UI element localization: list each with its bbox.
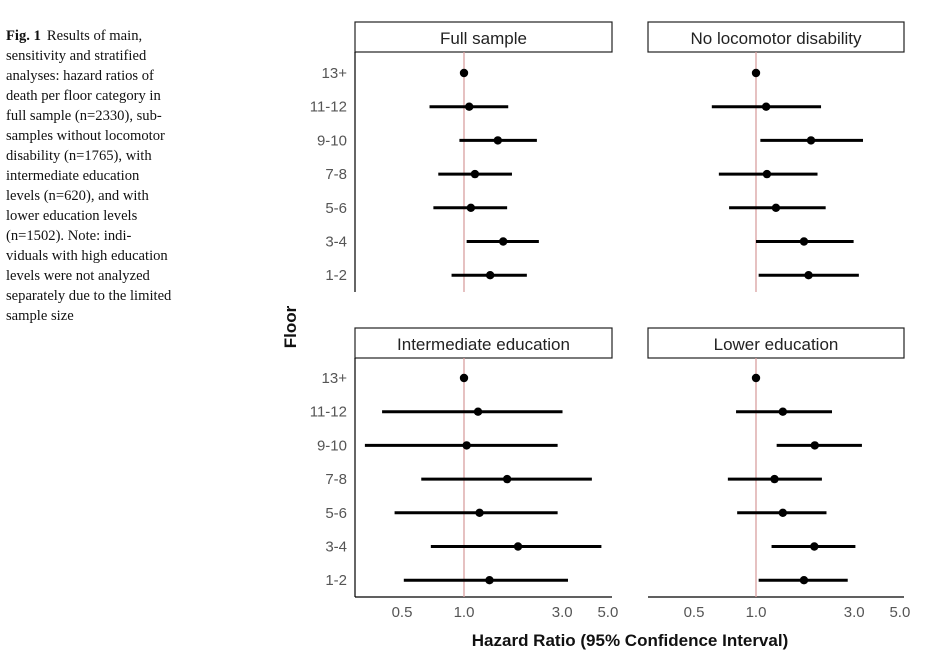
caption-line: sensitivity and stratified — [6, 48, 147, 64]
caption-line: viduals with high education — [6, 248, 168, 264]
panel-strip — [647, 327, 905, 359]
y-tick-label: 13+ — [322, 370, 348, 387]
point-estimate — [475, 508, 484, 517]
point-estimate — [799, 237, 809, 246]
y-tick-label: 5-6 — [325, 200, 347, 217]
point-estimate — [513, 542, 523, 551]
point-estimate — [459, 68, 469, 78]
caption-line: analyses: hazard ratios of — [6, 68, 154, 84]
point-estimate — [751, 373, 761, 383]
panel-title: Lower education — [714, 335, 839, 354]
panel-strip — [354, 21, 613, 53]
point-estimate — [804, 271, 813, 280]
y-tick-label: 3-4 — [325, 234, 347, 251]
panels-group: Full sample 13+ 11-12 9-10 7-8 5-6 3-4 1-2 No lo… — [310, 21, 910, 621]
caption-line: levels were not analyzed — [6, 268, 150, 284]
x-tick-label: 3.0 — [844, 604, 865, 621]
x-tick-label: 5.0 — [597, 604, 618, 621]
caption-line: death per floor category in — [6, 88, 161, 104]
y-tick-label: 7-8 — [325, 166, 347, 183]
panel-lower-education: Lower education 0.5 1.0 3.0 5.0 — [647, 327, 910, 621]
x-tick-label: 0.5 — [684, 604, 705, 621]
caption-line: disability (n=1765), with — [6, 148, 152, 164]
point-estimate — [770, 474, 779, 484]
point-estimate — [498, 237, 508, 246]
caption-line: separately due to the limited — [6, 288, 172, 304]
x-tick-label: 1.0 — [454, 604, 475, 621]
point-estimate — [465, 102, 474, 111]
x-axis-title: Hazard Ratio (95% Confidence Interval) — [472, 631, 788, 650]
panel-intermediate-education: Intermediate education 13+ 11-12 9-10 7-8 5-6… — [310, 327, 618, 621]
point-estimate — [485, 576, 494, 585]
point-estimate — [762, 169, 772, 179]
panel-strip — [354, 327, 613, 359]
caption-line: full sample (n=2330), sub- — [6, 108, 162, 124]
caption-line: levels (n=620), and with — [6, 188, 149, 204]
y-tick-label: 13+ — [322, 65, 348, 82]
y-tick-label: 7-8 — [325, 471, 347, 488]
point-estimate — [459, 373, 469, 383]
point-estimate — [751, 68, 761, 78]
caption-line: sample size — [6, 308, 74, 324]
point-estimate — [462, 441, 471, 450]
point-estimate — [470, 169, 480, 179]
point-estimate — [761, 102, 771, 111]
point-estimate — [806, 136, 816, 145]
x-tick-label: 1.0 — [746, 604, 767, 621]
panel-full-sample: Full sample 13+ 11-12 9-10 7-8 5-6 3-4 1-2 — [310, 21, 613, 292]
caption-line: Results of main, — [46, 28, 143, 44]
caption-line: samples without locomotor — [6, 128, 165, 144]
caption-line: intermediate education — [6, 168, 140, 184]
x-tick-label: 3.0 — [552, 604, 573, 621]
y-tick-label: 1-2 — [325, 267, 347, 284]
point-estimate — [493, 136, 503, 145]
panel-title: Intermediate education — [397, 335, 570, 354]
y-axis-title: Floor — [281, 305, 300, 348]
point-estimate — [778, 508, 788, 517]
y-tick-label: 3-4 — [325, 539, 347, 556]
caption-line: (n=1502). Note: indi- — [6, 228, 132, 244]
y-tick-label: 5-6 — [325, 505, 347, 522]
point-estimate — [473, 407, 483, 416]
panel-title: Full sample — [440, 29, 527, 48]
figure-caption: Fig. 1 Results of main, sensitivity and s… — [6, 26, 216, 326]
point-estimate — [810, 441, 819, 450]
y-tick-label: 1-2 — [325, 572, 347, 589]
y-tick-label: 9-10 — [317, 132, 347, 149]
point-estimate — [771, 203, 781, 212]
caption-line: lower education levels — [6, 208, 138, 224]
point-estimate — [485, 271, 495, 280]
point-estimate — [810, 542, 819, 551]
point-estimate — [799, 576, 809, 585]
x-tick-label: 0.5 — [392, 604, 413, 621]
point-estimate — [502, 474, 512, 484]
y-tick-label: 9-10 — [317, 437, 347, 454]
y-tick-label: 11-12 — [310, 99, 347, 116]
panel-no-locomotor-disability: No locomotor disability — [647, 21, 905, 292]
y-tick-label: 11-12 — [310, 404, 347, 421]
figure-label: Fig. 1 — [6, 28, 41, 44]
point-estimate — [466, 203, 476, 212]
panel-title: No locomotor disability — [690, 29, 862, 48]
panel-strip — [647, 21, 905, 53]
point-estimate — [778, 407, 788, 416]
x-tick-label: 5.0 — [889, 604, 910, 621]
